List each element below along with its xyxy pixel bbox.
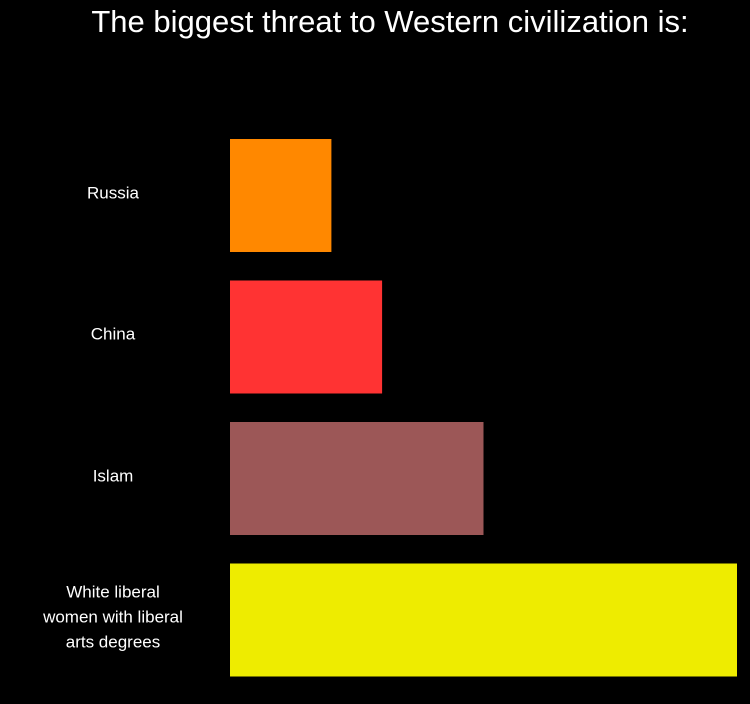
bar bbox=[230, 280, 383, 394]
chart-title: The biggest threat to Western civilizati… bbox=[91, 4, 689, 39]
bar bbox=[230, 422, 484, 535]
category-label: China bbox=[90, 324, 136, 344]
bar bbox=[230, 139, 332, 252]
category-label: Russia bbox=[87, 183, 139, 202]
category-label: White liberal women with liberal arts de… bbox=[43, 582, 183, 652]
bar bbox=[230, 563, 737, 677]
category-label: Islam bbox=[92, 466, 134, 485]
